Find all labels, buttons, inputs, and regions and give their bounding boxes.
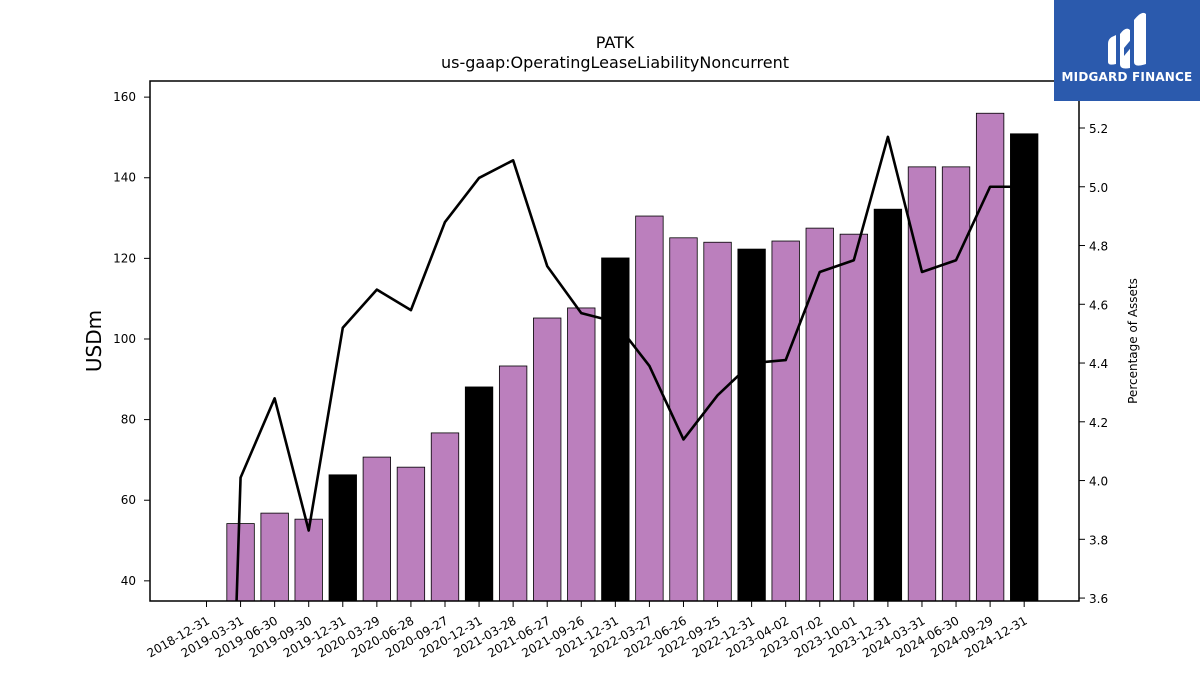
y2-tick-label-4: 4.0 <box>1089 475 1108 489</box>
y-axis-left: 40 60 80 100 120 140 160 <box>113 90 150 588</box>
x-axis: 2018-12-312019-03-312019-06-302019-09-30… <box>145 601 1030 660</box>
bar-series <box>226 112 1039 602</box>
bar-2022-09-25 <box>703 241 732 602</box>
bar-2021-03-28 <box>498 365 528 602</box>
bar-2022-12-31 <box>737 248 766 602</box>
y2-tick-label-3.8: 3.8 <box>1089 533 1108 547</box>
bar-2020-06-28 <box>396 466 426 602</box>
bar-2019-06-30 <box>260 512 289 602</box>
y-tick-label-40: 40 <box>121 574 136 588</box>
bar-2019-12-31 <box>328 474 357 602</box>
bar-2022-03-27 <box>635 215 664 602</box>
y-tick-label-60: 60 <box>121 493 136 507</box>
bar-2019-03-31 <box>226 523 255 602</box>
y-tick-label-120: 120 <box>113 251 136 265</box>
y2-tick-label-4.2: 4.2 <box>1089 416 1108 430</box>
y2-tick-label-4.4: 4.4 <box>1089 357 1108 371</box>
plot-frame <box>149 80 1080 602</box>
logo-brand-text: MIDGARD FINANCE <box>1061 70 1193 84</box>
y-axis-right: 3.6 3.8 4.0 4.2 4.4 4.6 4.8 5.0 5.2 <box>1079 122 1108 606</box>
y-axis-label-left: USDm <box>82 310 106 372</box>
bar-2021-12-31 <box>601 257 630 602</box>
y-tick-label-80: 80 <box>121 413 136 427</box>
bar-2021-09-26 <box>567 307 596 602</box>
bar-2023-07-02 <box>805 227 834 602</box>
y-tick-label-140: 140 <box>113 171 136 185</box>
percentage-line <box>235 135 1025 602</box>
midgard-finance-logo: MIDGARD FINANCE <box>1054 0 1200 101</box>
bar-2023-12-31 <box>873 208 903 602</box>
bar-2024-06-30 <box>941 166 971 602</box>
bar-2019-09-30 <box>294 518 323 602</box>
line-series <box>235 135 1025 602</box>
y2-tick-label-4.6: 4.6 <box>1089 298 1108 312</box>
y-tick-label-100: 100 <box>113 332 136 346</box>
y-tick-label-160: 160 <box>113 90 136 104</box>
midgard-logo-icon <box>1108 12 1146 69</box>
y2-tick-label-5: 5.0 <box>1089 181 1108 195</box>
bar-2021-06-27 <box>533 317 562 602</box>
y2-tick-label-3.6: 3.6 <box>1089 592 1108 606</box>
bar-2020-12-31 <box>464 386 494 602</box>
bar-2024-12-31 <box>1010 133 1039 602</box>
bar-2020-03-29 <box>362 456 392 602</box>
y-axis-label-right: Percentage of Assets <box>1126 278 1140 404</box>
y2-tick-label-5.2: 5.2 <box>1089 122 1108 136</box>
y2-tick-label-4.8: 4.8 <box>1089 240 1108 254</box>
chart-subtitle: us-gaap:OperatingLeaseLiabilityNoncurren… <box>441 53 789 72</box>
bar-2023-10-01 <box>839 233 868 602</box>
bar-2020-09-27 <box>430 432 460 602</box>
bar-2023-04-02 <box>771 240 800 602</box>
bar-2024-09-29 <box>975 112 1005 602</box>
chart-title: PATK <box>596 33 635 52</box>
